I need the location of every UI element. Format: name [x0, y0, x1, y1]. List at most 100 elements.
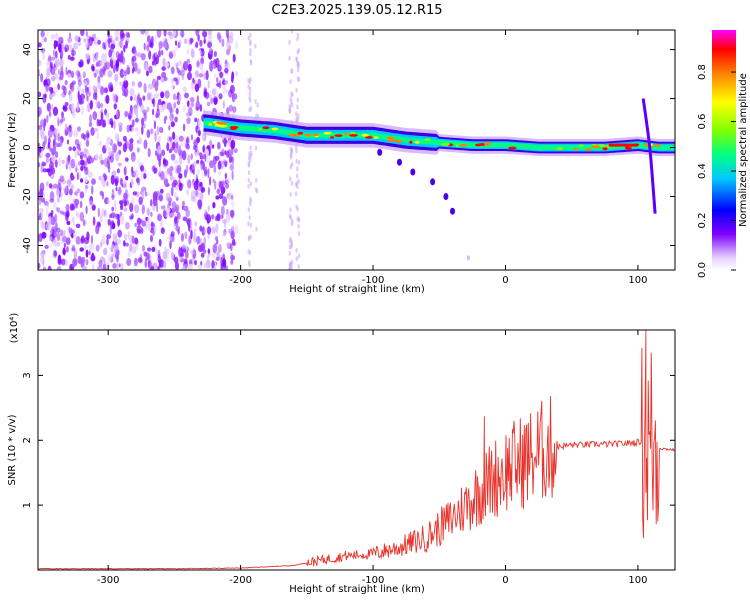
noise-speckle — [65, 203, 70, 213]
noise-speckle — [136, 147, 140, 153]
noise-speckle — [195, 30, 199, 37]
noise-speckle — [203, 262, 206, 269]
noise-speckle — [158, 238, 162, 247]
noise-speckle — [206, 226, 212, 235]
noise-speckle — [114, 199, 117, 209]
noise-speckle — [73, 42, 77, 50]
noise-speckle — [247, 260, 251, 265]
noise-speckle — [144, 258, 148, 268]
noise-speckle — [80, 178, 84, 183]
snr-ytick-label: 2 — [22, 437, 33, 443]
noise-speckle — [49, 236, 52, 241]
noise-speckle — [49, 191, 55, 202]
noise-speckle — [249, 181, 253, 187]
noise-speckle — [90, 234, 94, 245]
noise-speckle — [163, 178, 169, 186]
noise-speckle — [38, 106, 42, 116]
snr-frame — [37, 329, 676, 571]
noise-speckle — [224, 63, 228, 70]
noise-speckle — [154, 224, 157, 234]
noise-speckle — [146, 216, 152, 225]
noise-speckle — [247, 170, 251, 176]
ridge-blob — [602, 147, 608, 151]
noise-speckle — [68, 146, 73, 151]
noise-speckle — [218, 171, 222, 176]
noise-speckle — [84, 189, 87, 194]
noise-speckle — [59, 175, 65, 182]
noise-speckle — [209, 176, 212, 186]
noise-speckle — [110, 43, 116, 50]
ridge-blob — [574, 148, 579, 151]
noise-speckle — [181, 244, 186, 251]
noise-speckle — [107, 70, 113, 78]
noise-speckle — [132, 62, 138, 72]
noise-speckle — [110, 59, 114, 70]
noise-speckle — [182, 200, 185, 207]
noise-speckle — [297, 264, 300, 270]
noise-speckle — [158, 194, 164, 202]
noise-speckle — [137, 81, 143, 88]
ridge-blob — [409, 140, 413, 144]
snr-xtick-label: -100 — [362, 575, 385, 586]
noise-speckle — [289, 236, 292, 242]
noise-speckle — [53, 250, 58, 257]
noise-speckle — [161, 149, 166, 157]
noise-speckle — [218, 243, 222, 253]
noise-speckle — [173, 77, 178, 82]
noise-speckle — [222, 258, 227, 268]
chart-title: C2E3.2025.139.05.12.R15 — [271, 3, 442, 18]
noise-speckle — [85, 53, 90, 60]
noise-speckle — [39, 188, 44, 198]
noise-speckle — [93, 92, 97, 100]
noise-speckle — [180, 30, 185, 38]
noise-speckle — [90, 185, 94, 195]
noise-speckle — [222, 100, 225, 109]
noise-speckle — [227, 194, 232, 201]
noise-speckle — [125, 40, 128, 49]
noise-speckle — [204, 91, 210, 100]
spectrogram-xtick-label: -300 — [97, 275, 120, 286]
noise-speckle — [72, 146, 76, 152]
noise-speckle — [42, 162, 47, 167]
ridge-blob — [208, 122, 213, 126]
noise-speckle — [131, 81, 136, 87]
ridge-blob — [440, 142, 450, 146]
noise-speckle — [141, 125, 144, 135]
noise-speckle — [49, 243, 52, 249]
noise-speckle — [154, 51, 158, 58]
noise-speckle — [186, 143, 190, 150]
noise-speckle — [250, 150, 253, 156]
noise-speckle — [187, 154, 191, 165]
noise-speckle — [190, 101, 195, 108]
noise-speckle — [107, 146, 112, 157]
snr-panel: -300 -200 -100 0 100 1 2 3 Height of straight l… — [7, 313, 676, 595]
noise-speckle — [204, 166, 208, 175]
noise-speckle — [131, 245, 137, 254]
noise-speckle — [71, 229, 75, 235]
noise-speckle — [118, 186, 122, 194]
noise-speckle — [158, 135, 161, 142]
noise-speckle — [173, 93, 176, 101]
noise-speckle — [297, 178, 300, 184]
noise-speckle — [62, 104, 66, 111]
noise-speckle — [199, 49, 202, 57]
noise-speckle — [120, 263, 123, 269]
noise-speckle — [162, 157, 166, 165]
noise-speckle — [220, 205, 225, 216]
noise-speckle — [200, 191, 204, 202]
noise-speckle — [46, 102, 51, 112]
noise-speckle — [128, 110, 132, 116]
noise-speckle — [99, 190, 104, 196]
noise-speckle — [89, 100, 94, 110]
spectrogram-ytick-label: 0 — [22, 144, 33, 150]
ridge-blob — [475, 143, 481, 147]
noise-speckle — [131, 166, 134, 174]
noise-speckle — [207, 248, 210, 254]
noise-speckle — [112, 222, 116, 230]
noise-speckle — [108, 87, 114, 93]
ridge-blob — [387, 138, 397, 142]
noise-speckle — [85, 205, 88, 215]
noise-speckle — [207, 80, 210, 89]
noise-speckle — [95, 224, 100, 235]
noise-speckle — [115, 151, 120, 162]
